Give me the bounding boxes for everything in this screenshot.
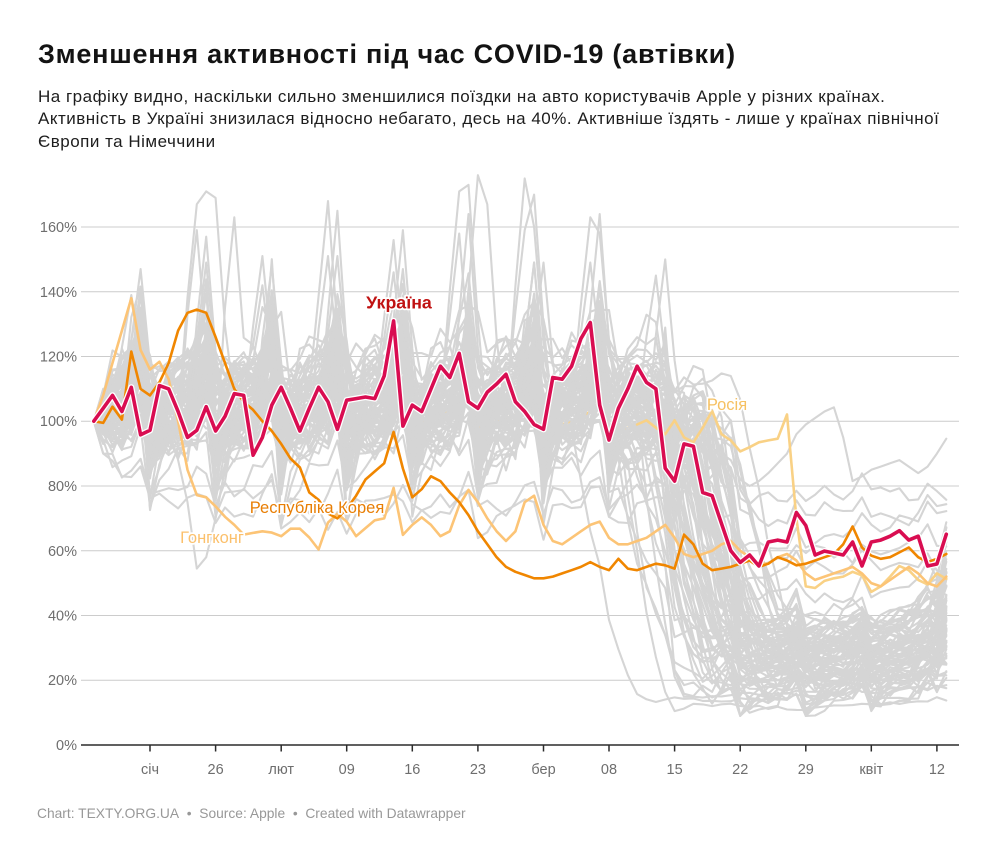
svg-text:лют: лют — [268, 762, 294, 778]
svg-text:16: 16 — [404, 762, 420, 778]
svg-text:26: 26 — [208, 762, 224, 778]
svg-text:15: 15 — [667, 762, 683, 778]
svg-text:Україна: Україна — [366, 293, 432, 313]
svg-text:Гонгконг: Гонгконг — [180, 529, 244, 547]
svg-text:160%: 160% — [40, 220, 77, 236]
svg-text:60%: 60% — [48, 544, 77, 560]
svg-text:12: 12 — [929, 762, 945, 778]
svg-text:22: 22 — [732, 762, 748, 778]
svg-text:січ: січ — [141, 762, 159, 778]
svg-text:29: 29 — [798, 762, 814, 778]
svg-text:140%: 140% — [40, 285, 77, 301]
svg-text:40%: 40% — [48, 609, 77, 625]
svg-text:09: 09 — [339, 762, 355, 778]
svg-text:100%: 100% — [40, 414, 77, 430]
svg-text:08: 08 — [601, 762, 617, 778]
svg-text:80%: 80% — [48, 479, 77, 495]
svg-text:120%: 120% — [40, 350, 77, 366]
svg-text:квіт: квіт — [859, 762, 883, 778]
svg-text:бер: бер — [531, 762, 555, 778]
svg-text:0%: 0% — [56, 738, 77, 754]
svg-text:20%: 20% — [48, 673, 77, 689]
svg-text:Республіка Корея: Республіка Корея — [250, 499, 385, 517]
svg-text:23: 23 — [470, 762, 486, 778]
svg-text:Росія: Росія — [707, 396, 747, 414]
